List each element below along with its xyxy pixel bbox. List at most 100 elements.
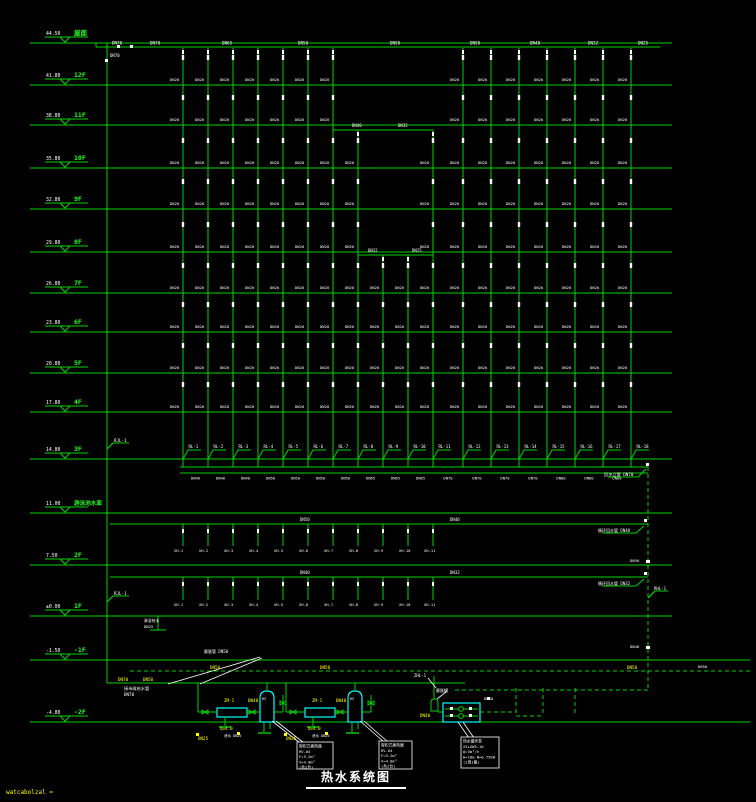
leader-line (363, 720, 389, 743)
valve-glyph (206, 302, 210, 307)
valve-glyph (573, 263, 577, 268)
branch-dn-label: DN20 (534, 365, 544, 370)
branch-dn-label: DN20 (420, 201, 430, 206)
spec-box-line: V=4.0m³ (381, 758, 397, 763)
floor-elevation: 14.80 (46, 447, 61, 453)
branch-dn-label: DN20 (478, 160, 488, 165)
branch-dn-label: DN20 (590, 77, 600, 82)
branch-dn-label: DN20 (195, 77, 205, 82)
floor-label: 11F (74, 111, 86, 119)
pipe-dn-label: DN32 (398, 123, 408, 128)
leader-line (602, 449, 621, 460)
valve-glyph (231, 382, 235, 387)
branch-dn-label: DN20 (295, 160, 305, 165)
branch-dn-label: DN20 (562, 285, 572, 290)
riser-id-label: RL-3 (239, 444, 249, 449)
floor-elevation: 7.50 (46, 553, 58, 559)
pipe-dn-label: DN70 (150, 41, 161, 46)
annotation-text: DN70 (118, 677, 129, 682)
annotation-text: 泄水 DN25 (224, 733, 242, 738)
valve-glyph (573, 302, 577, 307)
annotation-text: DN50 (143, 677, 154, 682)
riser-id-label: RL-15 (553, 444, 566, 449)
leader-line (106, 595, 129, 603)
branch-dn-label: DN20 (590, 285, 600, 290)
branch-dn-label: DN20 (590, 201, 600, 206)
valve-glyph (356, 343, 360, 348)
stub-label: XH-2 (199, 602, 208, 607)
leader-line (602, 578, 645, 587)
branch-dn-label: DN20 (170, 201, 180, 206)
fitting-tick (644, 519, 647, 522)
valve-glyph (331, 95, 335, 100)
branch-dn-label: DN20 (562, 117, 572, 122)
floor-label: 7F (74, 279, 82, 287)
leader-line (106, 442, 129, 450)
branch-dn-label: DN20 (320, 77, 330, 82)
valve-glyph (461, 302, 465, 307)
pipe-dn-label: DN40 (352, 123, 362, 128)
level-triangle (58, 36, 72, 43)
branch-dn-label: DN20 (295, 201, 305, 206)
branch-dn-label: DN20 (562, 244, 572, 249)
valve-glyph (629, 55, 633, 60)
branch-dn-label: DN20 (395, 365, 405, 370)
branch-dn-label: DN20 (506, 244, 516, 249)
floor-label: -1F (74, 646, 86, 654)
valve-glyph (331, 343, 335, 348)
level-triangle (58, 118, 72, 125)
branch-dn-label: DN20 (220, 324, 230, 329)
riser-id-label: RL-7 (339, 444, 349, 449)
valve-glyph (331, 138, 335, 143)
annotation-text: 膨胀管 DN50 (204, 648, 229, 654)
valve-glyph (517, 55, 521, 60)
leader-line (207, 449, 226, 460)
branch-dn-label: DN20 (562, 404, 572, 409)
level-triangle (58, 609, 72, 616)
fitting-tick (646, 463, 649, 466)
pipe-dn-label: DN40 (450, 517, 460, 522)
leader-line (232, 449, 251, 460)
branch-dn-label: DN20 (370, 285, 380, 290)
valve-glyph (281, 95, 285, 100)
stub-label: XH-10 (399, 548, 411, 553)
valve-glyph (629, 302, 633, 307)
gauge-symbol (325, 732, 328, 735)
leader-line (257, 449, 276, 460)
valve-glyph (181, 263, 185, 268)
branch-dn-label: DN20 (320, 365, 330, 370)
stub-label: XH-4 (249, 548, 259, 553)
valve-glyph (331, 302, 335, 307)
branch-dn-label: DN20 (450, 324, 460, 329)
floor-label: 4F (74, 398, 82, 406)
stub-label: XH-3 (224, 602, 233, 607)
valve-glyph (231, 179, 235, 184)
valve-glyph (356, 382, 360, 387)
branch-dn-label: DN20 (170, 365, 180, 370)
branch-dn-label: DN20 (320, 117, 330, 122)
level-triangle (58, 286, 72, 293)
valve-glyph (256, 179, 260, 184)
riser-id-label: RL-14 (525, 444, 538, 449)
branch-dn-label: DN20 (534, 201, 544, 206)
branch-dn-label: DN20 (420, 285, 430, 290)
branch-dn-label: DN20 (295, 365, 305, 370)
riser-id-label: RL-10 (414, 444, 427, 449)
branch-dn-label: DN20 (450, 365, 460, 370)
branch-dn-label: DN20 (320, 160, 330, 165)
branch-dn-label: DN20 (562, 160, 572, 165)
branch-dn-label: DN20 (395, 404, 405, 409)
collector-dn-label: DN70 (443, 476, 453, 481)
branch-dn-label: DN20 (506, 404, 516, 409)
branch-dn-label: DN20 (245, 160, 255, 165)
valve-glyph (331, 382, 335, 387)
branch-dn-label: DN20 (195, 201, 205, 206)
branch-dn-label: DN20 (320, 404, 330, 409)
valve-glyph (306, 55, 310, 60)
valve-glyph (281, 263, 285, 268)
branch-dn-label: DN20 (450, 404, 460, 409)
branch-dn-label: DN20 (618, 404, 628, 409)
fitting-tick (646, 646, 650, 649)
branch-dn-label: DN20 (195, 324, 205, 329)
